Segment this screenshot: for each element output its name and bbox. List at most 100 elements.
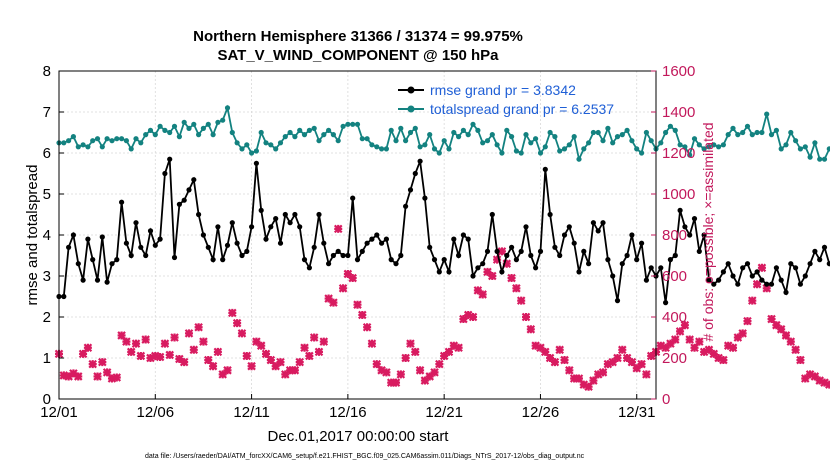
rmse-point xyxy=(403,203,409,209)
totalspread-point xyxy=(249,150,255,156)
totalspread-point xyxy=(374,144,380,150)
rmse-point xyxy=(171,254,178,261)
rmse-point xyxy=(658,265,664,271)
totalspread-point xyxy=(123,138,129,144)
rmse-point xyxy=(489,211,495,218)
rmse-point xyxy=(509,244,515,250)
totalspread-point xyxy=(441,138,447,144)
totalspread-point xyxy=(104,136,110,142)
rmse-point xyxy=(128,252,134,259)
rmse-point xyxy=(200,232,206,238)
rmse-point xyxy=(239,252,245,259)
obs-assimilated-marker xyxy=(680,320,690,330)
y-axis-label-right: # of obs: o=possible; ×=assimilated xyxy=(700,122,716,341)
totalspread-point xyxy=(383,146,389,152)
totalspread-point xyxy=(176,134,182,140)
obs-assimilated-marker xyxy=(237,329,247,338)
rmse-point xyxy=(277,240,284,246)
obs-assimilated-marker xyxy=(276,357,285,367)
rmse-point xyxy=(196,211,202,218)
x-tick-label: 12/01 xyxy=(40,404,78,421)
totalspread-point xyxy=(460,127,466,133)
y-tick-label: 5 xyxy=(43,186,51,203)
y-right-tick-label: 200 xyxy=(662,350,687,367)
totalspread-point xyxy=(403,138,409,144)
obs-assimilated-marker xyxy=(709,349,719,359)
rmse-point xyxy=(716,277,722,283)
rmse-point xyxy=(504,252,510,259)
totalspread-point xyxy=(470,121,476,127)
rmse-point xyxy=(249,224,255,230)
totalspread-point xyxy=(196,132,202,138)
rmse-point xyxy=(691,216,698,222)
obs-assimilated-marker xyxy=(189,345,199,355)
y-right-tick-label: 1600 xyxy=(662,63,695,80)
obs-assimilated-marker xyxy=(555,345,564,355)
rmse-point xyxy=(114,257,120,263)
obs-assimilated-marker xyxy=(136,351,146,361)
obs-assimilated-marker xyxy=(776,325,786,334)
rmse-point xyxy=(619,261,625,267)
rmse-point xyxy=(812,248,818,254)
rmse-point xyxy=(484,248,491,254)
rmse-point xyxy=(687,232,693,238)
obs-assimilated-marker xyxy=(165,350,175,360)
obs-assimilated-marker xyxy=(492,255,502,264)
obs-assimilated-marker xyxy=(98,357,107,367)
obs-assimilated-marker xyxy=(256,341,266,350)
obs-assimilated-marker xyxy=(218,370,227,379)
obs-assimilated-marker xyxy=(695,337,704,346)
obs-assimilated-marker xyxy=(362,322,372,332)
totalspread-point xyxy=(157,123,163,129)
rmse-point xyxy=(460,232,466,238)
obs-assimilated-marker xyxy=(285,366,295,375)
obs-assimilated-marker xyxy=(622,353,632,363)
obs-assimilated-marker xyxy=(420,376,430,385)
totalspread-point xyxy=(147,127,154,133)
rmse-point xyxy=(412,170,418,177)
rmse-point xyxy=(176,201,182,207)
totalspread-point xyxy=(244,142,250,148)
totalspread-point xyxy=(90,138,96,144)
rmse-point xyxy=(600,220,606,226)
rmse-point xyxy=(725,261,731,267)
totalspread-point xyxy=(480,140,486,146)
obs-assimilated-marker xyxy=(314,347,324,357)
totalspread-point xyxy=(783,142,789,148)
rmse-point xyxy=(720,269,727,275)
rmse-point xyxy=(133,220,139,226)
totalspread-point xyxy=(277,140,284,146)
obs-assimilated-marker xyxy=(348,273,357,283)
legend-spread-label: totalspread grand pr = 6.2537 xyxy=(430,101,614,117)
totalspread-point xyxy=(730,125,736,131)
obs-assimilated-marker xyxy=(603,359,613,369)
totalspread-point xyxy=(465,132,471,138)
rmse-point xyxy=(470,273,476,279)
rmse-point xyxy=(354,257,361,263)
rmse-point xyxy=(224,242,231,248)
rmse-point xyxy=(80,277,86,283)
legend-rmse-marker xyxy=(407,86,415,94)
rmse-point xyxy=(793,265,799,271)
x-tick-label: 12/31 xyxy=(618,404,656,421)
obs-assimilated-marker xyxy=(781,331,791,340)
obs-assimilated-marker xyxy=(146,353,155,363)
totalspread-point xyxy=(138,140,144,146)
rmse-point xyxy=(345,252,351,259)
y-right-tick-label: 0 xyxy=(662,391,670,408)
totalspread-point xyxy=(287,129,293,136)
obs-assimilated-marker xyxy=(748,296,757,305)
totalspread-point xyxy=(412,125,418,131)
totalspread-point xyxy=(119,136,125,142)
obs-assimilated-marker xyxy=(589,376,598,385)
totalspread-point xyxy=(797,146,804,152)
rmse-point xyxy=(677,207,683,213)
obs-assimilated-marker xyxy=(642,370,651,379)
rmse-point xyxy=(90,257,96,263)
obs-assimilated-marker xyxy=(372,359,382,369)
obs-assimilated-marker xyxy=(430,368,439,377)
totalspread-point xyxy=(706,144,712,150)
obs-assimilated-marker xyxy=(473,286,483,295)
rmse-point xyxy=(783,289,789,295)
y-tick-label: 4 xyxy=(43,227,51,244)
